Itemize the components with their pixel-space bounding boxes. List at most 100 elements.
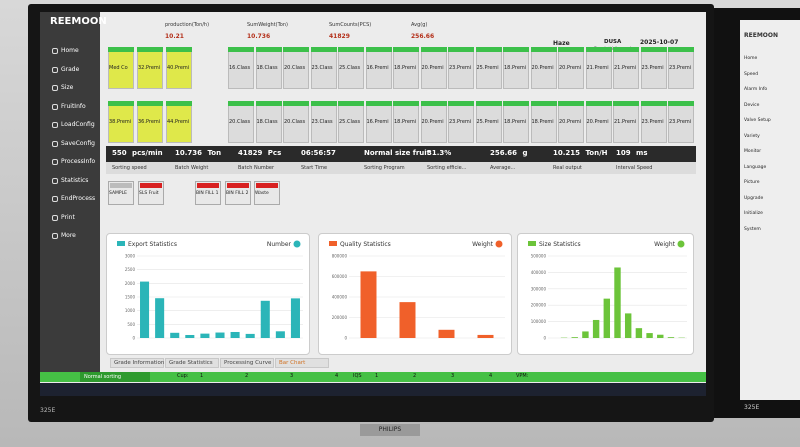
menu-item: SaveConfig xyxy=(61,139,95,147)
grade-cell xyxy=(166,101,192,143)
grade-cell-header xyxy=(137,47,163,52)
summary-value: 10.215 Ton/H xyxy=(553,149,608,157)
grade-cell-header xyxy=(166,101,192,106)
monitor-brand: PHILIPS xyxy=(360,424,420,436)
bar xyxy=(438,329,455,338)
grade-cell xyxy=(613,47,639,89)
y-tick-label: 800000 xyxy=(332,254,348,259)
summary-value: 550 pcs/min xyxy=(112,149,163,157)
summary-label: Batch Number xyxy=(238,165,275,171)
bar xyxy=(360,271,377,338)
grade-cell-header xyxy=(310,47,337,52)
grade-cell xyxy=(393,47,419,89)
grade-cell xyxy=(228,47,254,89)
side-menu-item: Initialize xyxy=(744,211,763,216)
brand: REEMOON xyxy=(50,16,107,27)
side-menu-item: Speed xyxy=(744,71,759,77)
menu-item: Statistics xyxy=(61,176,89,184)
grade-cell-label: 25.Premi xyxy=(476,65,499,71)
grade-cell xyxy=(668,101,694,143)
title-icon xyxy=(117,241,125,246)
grade-cell-label: 18.Premi xyxy=(531,119,554,125)
bar xyxy=(215,332,225,338)
outlet-label: SLS Fruit xyxy=(139,191,159,196)
chart: Export Statistics Number 0 500 1000 1500 2000 2… xyxy=(117,240,303,341)
outlet-indicator xyxy=(256,183,278,188)
outlet-label: BIN FILL 1 xyxy=(196,191,219,196)
stat-value: 41829 xyxy=(329,33,350,40)
grade-cell xyxy=(338,101,364,143)
grade-cell-label: 18.Premi xyxy=(504,119,527,125)
grade-cell-label: 18.Premi xyxy=(394,119,417,125)
menu-item: Size xyxy=(61,84,74,91)
chart-panel: Size Statistics Weight 0 100000 200000 300000… xyxy=(517,233,694,355)
y-tick-label: 500 xyxy=(127,322,135,327)
grade-cell-label: 23.Premi xyxy=(449,119,472,125)
grade-cell-label: 25.Class xyxy=(339,119,361,125)
side-menu-item: Device xyxy=(744,102,760,108)
grade-cell-header xyxy=(668,47,694,52)
grade-cell xyxy=(503,101,529,143)
bar xyxy=(155,298,165,338)
screen: REEMOON production(Ton/h) 10.21 SumWeight(T… xyxy=(40,12,706,396)
chart-title: Quality Statistics xyxy=(340,241,391,248)
summary-value: 31.3% xyxy=(427,149,452,157)
y-tick-label: 200000 xyxy=(332,315,348,320)
tab: Grade Information xyxy=(110,358,164,368)
menu-item: Print xyxy=(61,213,75,221)
chart-title: Export Statistics xyxy=(128,241,177,248)
grade-cell xyxy=(640,101,667,143)
menu-icon xyxy=(52,140,58,147)
iqs-lane: 2 xyxy=(413,373,417,379)
y-tick-label: 3000 xyxy=(125,254,136,259)
grade-cell-label: 23.Class xyxy=(311,65,333,71)
y-tick-label: 600000 xyxy=(332,274,348,279)
summary-label: Average... xyxy=(490,165,516,171)
side-menu-item: Home xyxy=(744,56,758,61)
status-vpm: VPM: xyxy=(516,373,529,379)
taskbar xyxy=(40,383,706,396)
summary-label: Batch Weight xyxy=(175,165,209,171)
cup-lane: 2 xyxy=(245,373,249,379)
grade-cell-header xyxy=(420,101,447,106)
grade-cell xyxy=(503,47,529,89)
grade-cell-label: 20.Premi xyxy=(586,119,609,125)
iqs-lane: 3 xyxy=(451,373,455,379)
grade-cell xyxy=(585,47,612,89)
grade-cell xyxy=(393,101,419,143)
grade-cell-label: 20.Premi xyxy=(421,65,444,71)
grade-cell xyxy=(166,47,192,89)
chart-panel: Quality Statistics Weight 0 200000 400000 600… xyxy=(318,233,512,355)
bar xyxy=(582,331,589,338)
grade-cell-label: 20.Class xyxy=(229,119,251,125)
grade-cell-label: 20.Premi xyxy=(559,65,582,71)
side-menu-item: Picture xyxy=(744,180,760,185)
side-brand: REEMOON xyxy=(744,32,779,39)
menu-icon xyxy=(52,233,58,239)
menu-item: More xyxy=(61,232,76,239)
bar xyxy=(624,313,632,338)
grade-cell xyxy=(558,47,584,89)
bar xyxy=(140,281,150,338)
tab: Processing Curve xyxy=(220,358,274,368)
legend-marker xyxy=(495,240,503,248)
grade-cell xyxy=(137,47,163,89)
grade-cell-header xyxy=(475,101,502,106)
summary-label: Sorting Program xyxy=(364,165,405,171)
stat-value: 256.66 xyxy=(411,33,435,40)
stat-value: 10.21 xyxy=(165,33,184,40)
grade-cell-header xyxy=(448,101,474,106)
grade-cell-header xyxy=(530,47,557,52)
menu-icon xyxy=(52,214,58,221)
menu-item: ProcessInfo xyxy=(61,158,96,165)
bar xyxy=(667,337,675,338)
summary-unit: Ton xyxy=(205,149,222,157)
side-menu-item: Valve Setup xyxy=(744,118,771,123)
y-tick-label: 1000 xyxy=(125,308,136,313)
grade-cell xyxy=(448,101,474,143)
side-menu-item: Upgrade xyxy=(744,195,764,201)
tab: Bar Chart xyxy=(275,358,329,368)
summary-label: Sorting speed xyxy=(112,165,147,171)
grade-cell-header xyxy=(585,101,612,106)
